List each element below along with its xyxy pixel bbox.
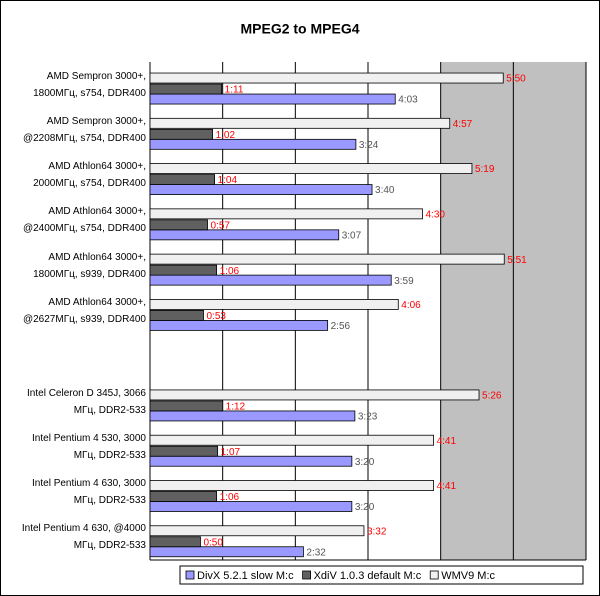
y-tick-label: Intel Pentium 4 630, 3000 МГц, DDR2-533 xyxy=(32,478,146,507)
value-label: 4:03 xyxy=(398,95,418,106)
value-label: 1:06 xyxy=(220,266,240,277)
y-tick-label: Intel Celeron D 345J, 3066 МГц, DDR2-533 xyxy=(27,387,146,416)
value-label: 2:32 xyxy=(306,547,326,558)
y-tick-label: AMD Athlon64 3000+, @2400МГц, s754, DDR4… xyxy=(22,206,146,235)
bar xyxy=(149,546,304,558)
bar xyxy=(149,72,504,84)
bar xyxy=(149,434,435,446)
bar xyxy=(149,253,505,265)
value-label: 1:12 xyxy=(226,402,246,413)
bar xyxy=(149,117,451,129)
value-label: 1:02 xyxy=(216,130,236,141)
value-label: 5:26 xyxy=(482,391,502,402)
bar xyxy=(149,455,353,467)
value-label: 1:04 xyxy=(218,175,238,186)
chart-title: MPEG2 to MPEG4 xyxy=(240,21,359,37)
value-label: 3:23 xyxy=(358,412,378,423)
value-label: 3:32 xyxy=(367,526,387,537)
legend-swatch xyxy=(429,570,439,580)
legend-swatch xyxy=(185,570,195,580)
legend-label: DivX 5.2.1 slow M:c xyxy=(197,570,294,582)
bar xyxy=(149,138,357,150)
value-label: 5:50 xyxy=(506,74,526,85)
value-label: 2:56 xyxy=(331,321,351,332)
value-label: 5:51 xyxy=(507,255,527,266)
value-label: 0:53 xyxy=(206,311,226,322)
bar xyxy=(149,264,218,276)
bar xyxy=(149,93,396,105)
y-tick-label: AMD Sempron 3000+, @2208МГц, s754, DDR40… xyxy=(22,115,146,144)
value-label: 0:57 xyxy=(211,220,231,231)
value-label: 4:41 xyxy=(437,481,457,492)
bar xyxy=(149,480,435,491)
bar xyxy=(149,525,365,537)
bar xyxy=(149,400,224,412)
bar xyxy=(149,83,223,95)
bar xyxy=(149,184,373,195)
bar xyxy=(149,274,392,286)
y-tick-label: AMD Athlon64 3000+, @2627МГц, s939, DDR4… xyxy=(22,297,146,325)
bar xyxy=(149,410,356,422)
value-label: 0:50 xyxy=(203,537,223,548)
value-label: 3:07 xyxy=(342,230,362,241)
y-tick-label: AMD Sempron 3000+, 1800МГц, s754, DDR400 xyxy=(33,70,146,99)
value-label: 4:57 xyxy=(453,119,473,130)
bar xyxy=(149,445,219,457)
bar xyxy=(149,128,213,140)
value-label: 3:59 xyxy=(394,276,414,287)
y-tick-label: AMD Athlon64 3000+, 1800МГц, s939, DDR40… xyxy=(33,251,146,280)
bar xyxy=(149,389,480,401)
value-label: 4:06 xyxy=(401,300,421,311)
value-label: 3:24 xyxy=(359,140,379,151)
bar xyxy=(149,229,340,241)
value-label: 3:20 xyxy=(355,502,375,513)
legend-swatch xyxy=(302,570,311,580)
bar xyxy=(149,208,423,220)
bar xyxy=(149,536,201,548)
value-label: 3:20 xyxy=(355,457,375,468)
y-tick-label: AMD Athlon64 3000+, 2000МГц, s754, DDR40… xyxy=(33,161,146,190)
value-label: 5:19 xyxy=(475,164,495,175)
y-tick-label: Intel Pentium 4 630, @4000 МГц, DDR2-533 xyxy=(21,523,146,552)
bar xyxy=(149,491,218,502)
bar xyxy=(149,219,208,231)
legend-label: WMV9 M:c xyxy=(441,570,495,582)
bar xyxy=(149,298,399,310)
bar xyxy=(149,174,215,185)
bar xyxy=(149,309,204,321)
value-label: 1:07 xyxy=(221,447,241,458)
value-label: 4:30 xyxy=(426,209,446,220)
value-label: 4:41 xyxy=(437,436,457,447)
value-label: 1:11 xyxy=(225,85,244,96)
value-label: 3:40 xyxy=(375,185,395,196)
legend-label: XdiV 1.0.3 default M:c xyxy=(314,570,422,582)
legend-box xyxy=(179,565,584,585)
bar xyxy=(149,501,353,512)
bar xyxy=(149,163,473,174)
value-label: 1:06 xyxy=(220,492,240,503)
y-tick-label: Intel Pentium 4 530, 3000 МГц, DDR2-533 xyxy=(32,432,146,461)
bar xyxy=(149,319,329,331)
